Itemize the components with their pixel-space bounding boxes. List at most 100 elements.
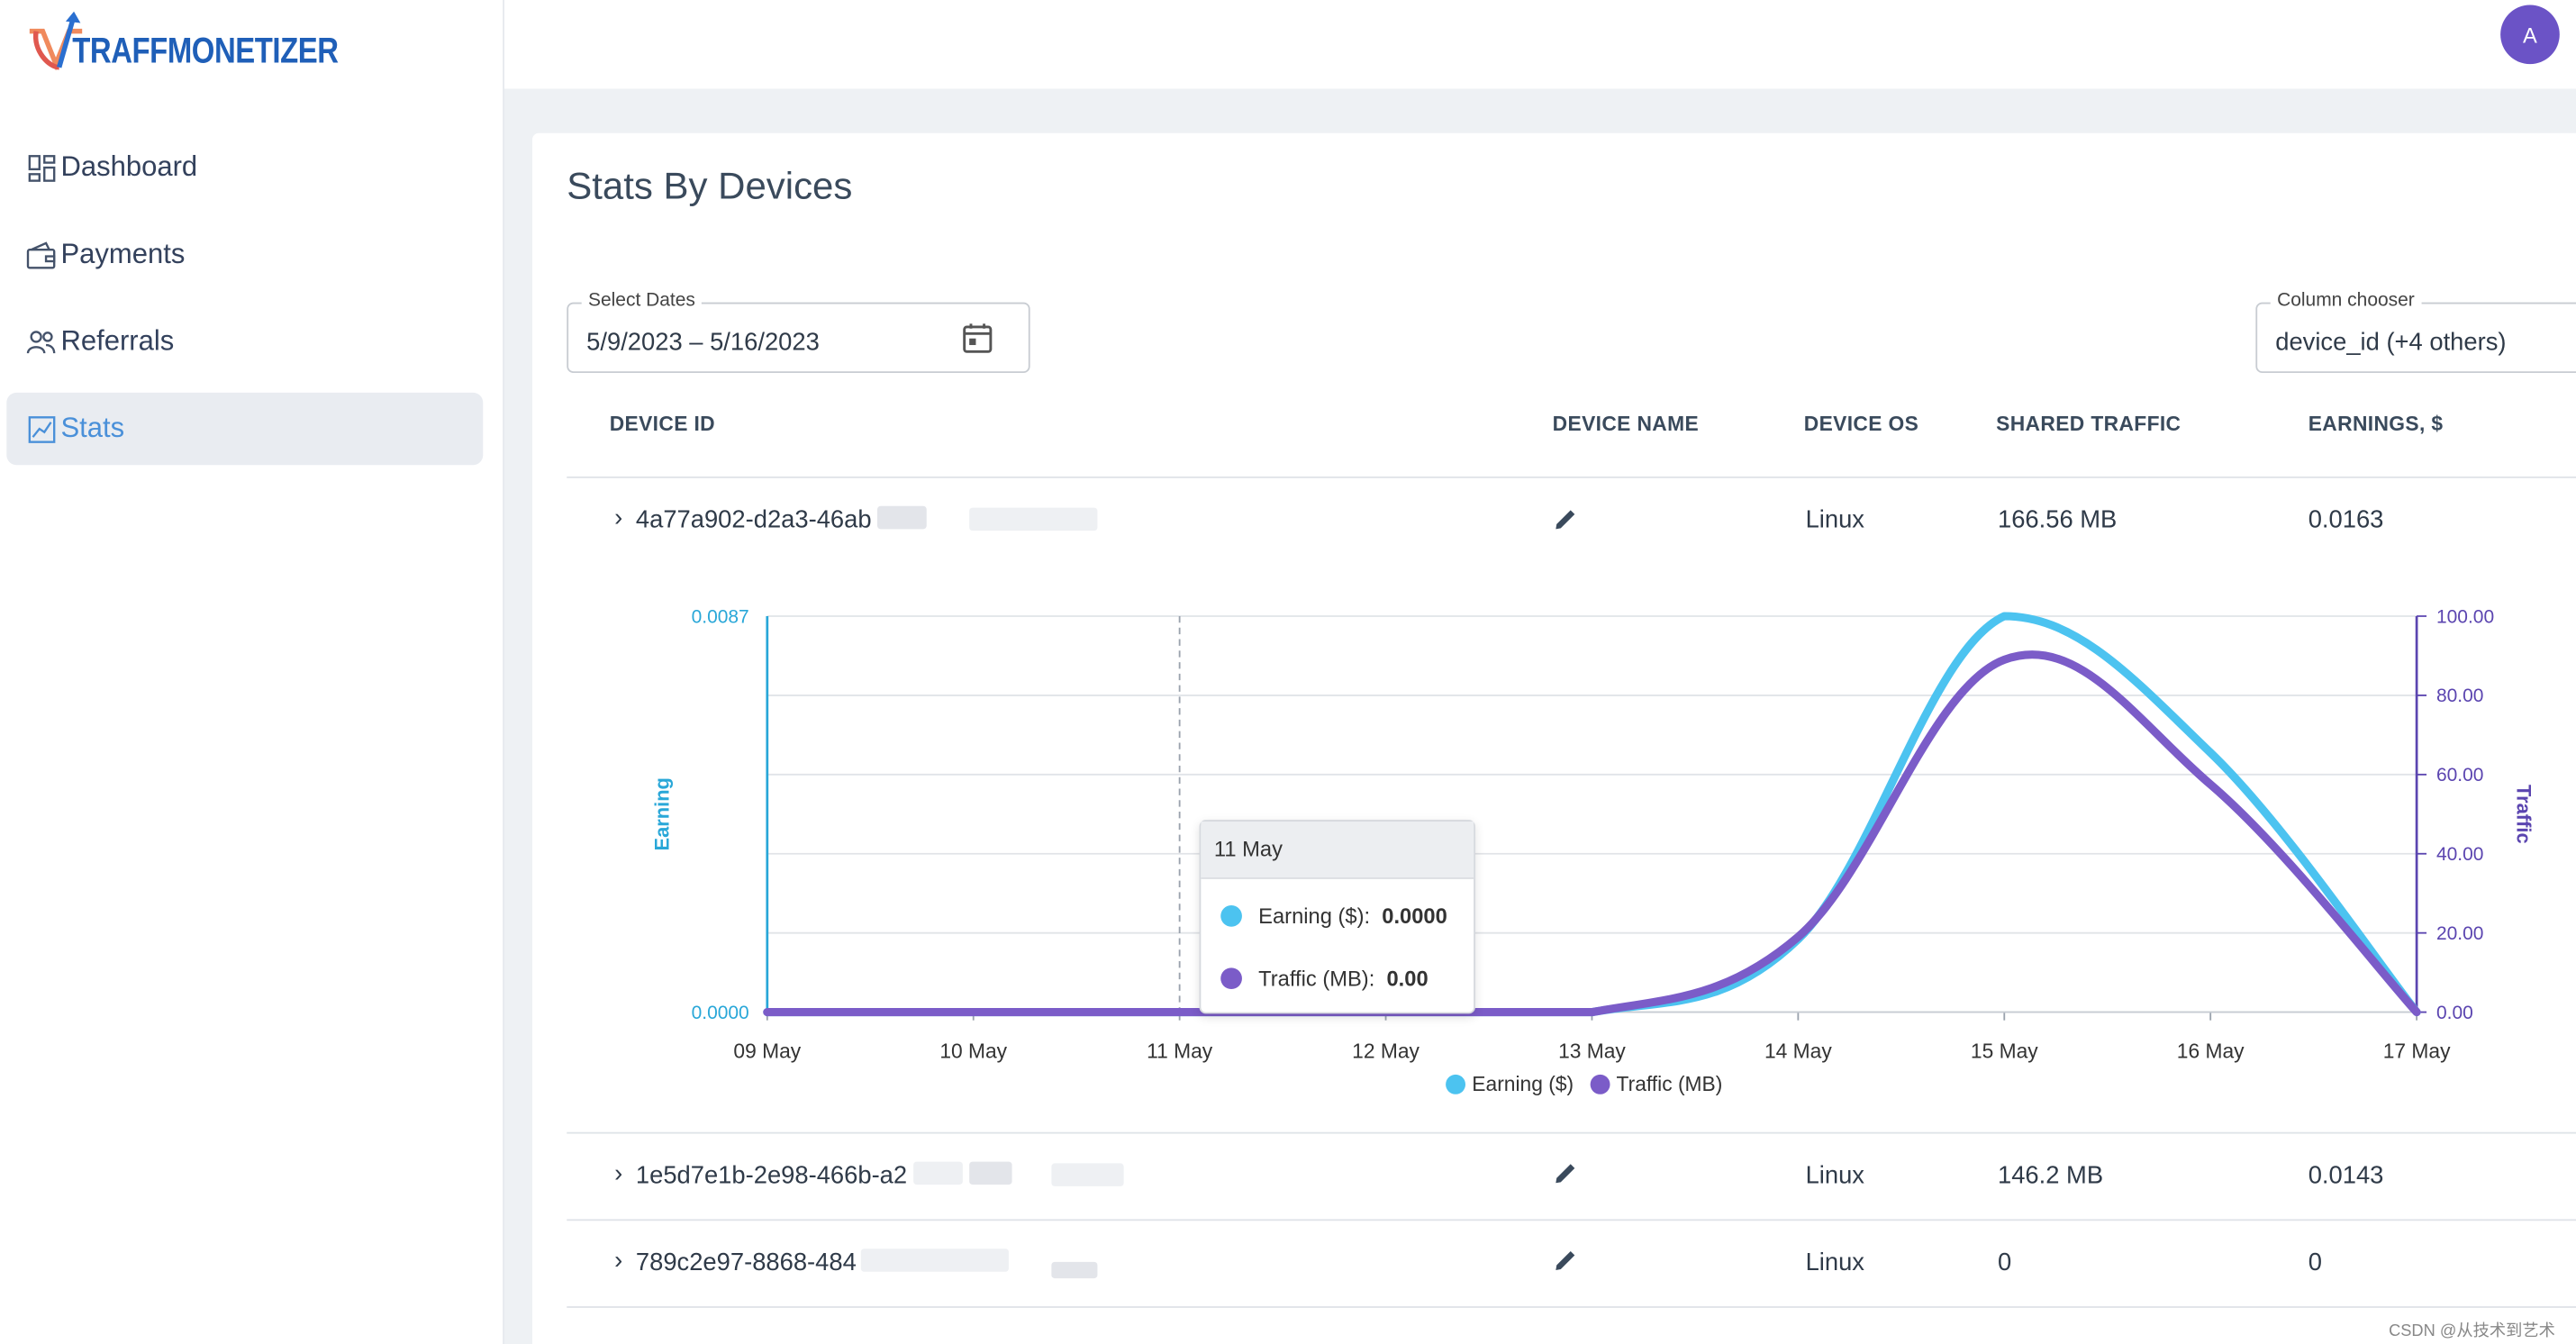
redacted-mask [860, 1249, 1009, 1272]
series-line-traffic[interactable] [763, 650, 2421, 1017]
column-header-device-os[interactable]: DEVICE OS [1803, 412, 1919, 436]
edit-pencil-icon[interactable] [1555, 508, 1578, 531]
right-axis-tick-label: 80.00 [2436, 686, 2483, 706]
x-axis-tick-label: 15 May [1971, 1040, 2038, 1063]
chart-legend: Earning ($) Traffic (MB) [1446, 1073, 1722, 1096]
x-axis-tick-label: 13 May [1558, 1040, 1626, 1063]
column-chooser-value: device_id (+4 others) [2275, 328, 2507, 357]
right-axis-tick-label: 0.00 [2436, 1003, 2473, 1023]
column-chooser[interactable]: Column chooser device_id (+4 others) [2255, 290, 2576, 374]
sidebar-item-label: Payments [60, 238, 186, 270]
device-id-cell: 1e5d7e1b-2e98-466b-a2 [635, 1161, 908, 1190]
column-header-device-id[interactable]: DEVICE ID [609, 412, 716, 436]
legend-label: Earning ($) [1472, 1073, 1574, 1096]
tooltip-value: 0.00 [1386, 966, 1429, 991]
tooltip-label: Earning ($): [1258, 904, 1371, 929]
date-range-picker[interactable]: Select Dates 5/9/2023 – 5/16/2023 [567, 290, 1030, 374]
sidebar-item-label: Referrals [60, 325, 175, 357]
column-header-device-name[interactable]: DEVICE NAME [1552, 412, 1700, 436]
x-axis-tick-label: 10 May [939, 1040, 1007, 1063]
earnings-cell: 0.0163 [2308, 505, 2384, 534]
calendar-icon[interactable] [963, 322, 993, 362]
x-axis-tick-label: 12 May [1352, 1040, 1420, 1063]
right-axis-tick-label: 20.00 [2436, 923, 2483, 944]
sidebar-item-label: Stats [60, 412, 125, 444]
edit-pencil-icon[interactable] [1555, 1249, 1578, 1272]
sidebar: TRAFFMONETIZER Dashboard Payments Referr… [0, 0, 504, 1344]
avatar[interactable]: A [2500, 5, 2560, 65]
tooltip-value: 0.0000 [1382, 904, 1447, 929]
redacted-mask [913, 1161, 963, 1185]
dashboard-icon [26, 153, 56, 183]
column-header-shared-traffic[interactable]: SHARED TRAFFIC [1996, 412, 2181, 436]
date-range-label: Select Dates [581, 290, 703, 311]
expand-chevron-icon[interactable]: › [614, 504, 623, 532]
brand-logo[interactable] [26, 6, 102, 78]
right-axis-tick-label: 40.00 [2436, 844, 2483, 865]
shared-traffic-cell: 146.2 MB [1997, 1161, 2104, 1190]
sidebar-nav: Dashboard Payments Referrals Stats [6, 132, 484, 480]
column-chooser-label: Column chooser [2270, 290, 2422, 311]
redacted-mask [877, 505, 927, 530]
chart-icon [26, 414, 56, 444]
x-axis-tick-label: 17 May [2383, 1040, 2451, 1063]
device-stats-chart: 0.00 20.00 40.00 60.00 80.00 100.00 09 May 10 M… [650, 606, 2535, 1063]
x-axis-tick-label: 14 May [1764, 1040, 1832, 1063]
right-axis-tick-label: 60.00 [2436, 765, 2483, 786]
sidebar-item-label: Dashboard [60, 150, 198, 183]
redacted-mask [969, 507, 1098, 531]
wallet-icon [26, 240, 56, 269]
right-axis-title: Traffic [2512, 785, 2535, 844]
divider [567, 1131, 2576, 1134]
device-os-cell: Linux [1805, 1249, 1864, 1277]
x-axis-tick-label: 09 May [733, 1040, 801, 1063]
x-axis-tick-label: 11 May [1147, 1040, 1213, 1063]
expand-chevron-icon[interactable]: › [614, 1247, 623, 1276]
brand-name: TRAFFMONETIZER [72, 29, 339, 71]
chart-tooltip: 11 May Earning ($): 0.0000 Traffic (MB):… [1199, 820, 1475, 1014]
legend-item-traffic[interactable]: Traffic (MB) [1590, 1073, 1722, 1096]
redacted-mask [1051, 1163, 1124, 1186]
device-id-cell: 789c2e97-8868-484 [635, 1249, 857, 1277]
sidebar-item-payments[interactable]: Payments [6, 219, 483, 291]
expand-chevron-icon[interactable]: › [614, 1159, 623, 1188]
top-bar [503, 0, 2576, 89]
sidebar-item-stats[interactable]: Stats [6, 392, 484, 466]
device-os-cell: Linux [1805, 1161, 1864, 1190]
shared-traffic-cell: 0 [1997, 1249, 2012, 1277]
sidebar-item-referrals[interactable]: Referrals [6, 305, 483, 377]
sidebar-item-dashboard[interactable]: Dashboard [6, 132, 483, 204]
divider [567, 476, 2576, 478]
legend-label: Traffic (MB) [1616, 1073, 1723, 1096]
left-axis-title: Earning [650, 777, 673, 850]
tooltip-dot-icon [1220, 905, 1242, 927]
legend-dot-icon [1446, 1074, 1466, 1094]
logo-icon [29, 11, 83, 71]
tooltip-row-earning: Earning ($): 0.0000 [1220, 904, 1447, 929]
earnings-cell: 0.0143 [2308, 1161, 2384, 1190]
date-range-value: 5/9/2023 – 5/16/2023 [586, 328, 820, 357]
users-icon [26, 327, 56, 357]
redacted-mask [969, 1161, 1012, 1185]
page-title: Stats By Devices [567, 164, 853, 207]
device-id-cell: 4a77a902-d2a3-46ab [635, 505, 872, 534]
legend-dot-icon [1590, 1074, 1610, 1094]
device-os-cell: Linux [1805, 505, 1864, 534]
right-axis-tick-label: 100.00 [2436, 606, 2494, 627]
tooltip-row-traffic: Traffic (MB): 0.00 [1220, 966, 1429, 991]
column-header-earnings[interactable]: EARNINGS, $ [2308, 412, 2444, 436]
left-axis-tick-label: 0.0087 [692, 606, 749, 627]
divider [567, 1306, 2576, 1308]
edit-pencil-icon[interactable] [1555, 1162, 1578, 1185]
tooltip-title: 11 May [1201, 822, 1474, 879]
redacted-mask [1051, 1261, 1098, 1279]
x-axis-tick-label: 16 May [2177, 1040, 2245, 1063]
left-axis-tick-label: 0.0000 [692, 1003, 749, 1023]
legend-item-earning[interactable]: Earning ($) [1446, 1073, 1574, 1096]
tooltip-dot-icon [1220, 967, 1242, 990]
shared-traffic-cell: 166.56 MB [1997, 505, 2118, 534]
tooltip-label: Traffic (MB): [1258, 966, 1375, 991]
watermark: CSDN @从技术到艺术 [2389, 1322, 2555, 1341]
series-line-earning[interactable] [763, 612, 2421, 1017]
earnings-cell: 0 [2308, 1249, 2322, 1277]
